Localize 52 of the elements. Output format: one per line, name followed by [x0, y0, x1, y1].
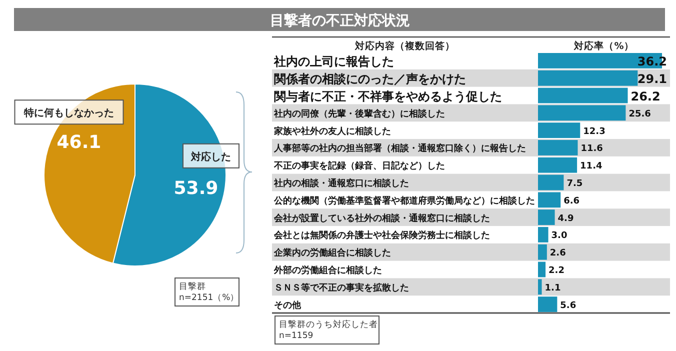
- y-tick-label: 家族や社外の友人に相談した: [273, 126, 391, 137]
- text: 目撃者の不正対応状況: [270, 12, 410, 29]
- data-label: 7.5: [566, 179, 583, 189]
- data-label: 26.2: [630, 90, 660, 104]
- bar: [538, 227, 548, 242]
- y-tick-label: 会社とは無関係の弁護士や社会保険労務士に相談した: [273, 230, 490, 242]
- y-tick-label: 関係者の相談にのった／声をかけた: [274, 72, 466, 86]
- bar: [538, 105, 626, 121]
- data-label: 46.1: [56, 132, 102, 154]
- data-label: 11.6: [580, 144, 603, 154]
- data-label: 29.1: [637, 72, 667, 86]
- data-label: 25.6: [628, 109, 651, 120]
- bar: [538, 210, 555, 225]
- data-label: 4.9: [558, 214, 574, 224]
- y-tick-label: 社内の同僚（先輩・後輩含む）に相談した: [273, 108, 445, 120]
- data-label: 5.6: [560, 300, 576, 311]
- slice-label: 特に何もしなかった: [23, 107, 114, 120]
- text: 目撃群のうち対応した者 n=1159: [279, 319, 378, 341]
- bar: [538, 262, 546, 278]
- bar: [538, 192, 561, 208]
- data-label: 3.0: [551, 231, 568, 242]
- slice-label: 対応した: [190, 150, 231, 163]
- y-tick-label: 公的な機関（労働基準監督署や都道府県労働局など）に相談した: [273, 195, 535, 206]
- y-tick-label: 関与者に不正・不祥事をやめるよう促した: [274, 90, 502, 104]
- bar: [538, 70, 638, 86]
- y-tick-label: ＳＮＳ等で不正の事実を拡散した: [274, 282, 409, 294]
- data-label: 11.4: [580, 162, 602, 172]
- bar: [538, 122, 580, 138]
- data-label: 6.6: [564, 196, 580, 206]
- bar: [538, 244, 547, 260]
- bar: [538, 157, 578, 173]
- data-label: 53.9: [174, 178, 218, 199]
- data-label: 2.6: [550, 248, 566, 259]
- y-tick-label: 企業内の労働組合に相談した: [273, 248, 391, 259]
- text: 目撃群 n=2151（%）: [179, 281, 240, 303]
- y-tick-label: 社内の上司に報告した: [273, 54, 394, 69]
- y-tick-label: 不正の事実を記録（録音、日記など）した: [273, 160, 445, 172]
- bar: [538, 140, 578, 156]
- data-label: 2.2: [548, 266, 564, 276]
- bar: [538, 279, 542, 295]
- y-tick-label: 社内の相談・通報窓口に相談した: [273, 178, 409, 189]
- y-tick-label: 外部の労働組合に相談した: [273, 265, 382, 276]
- bar: [538, 174, 564, 190]
- y-tick-label: 人事部等の社内の担当部署（相談・通報窓口除く）に報告した: [273, 143, 526, 154]
- bar: [538, 88, 628, 104]
- data-label: 12.3: [583, 126, 606, 137]
- x-axis-title: 対応率（%）: [573, 40, 634, 52]
- bar: [538, 296, 558, 312]
- y-tick-label: その他: [274, 300, 302, 311]
- y-axis-title: 対応内容（複数回答）: [354, 40, 455, 52]
- data-label: 1.1: [544, 283, 561, 294]
- y-tick-label: 会社が設置している社外の相談・通報窓口に相談した: [273, 212, 490, 224]
